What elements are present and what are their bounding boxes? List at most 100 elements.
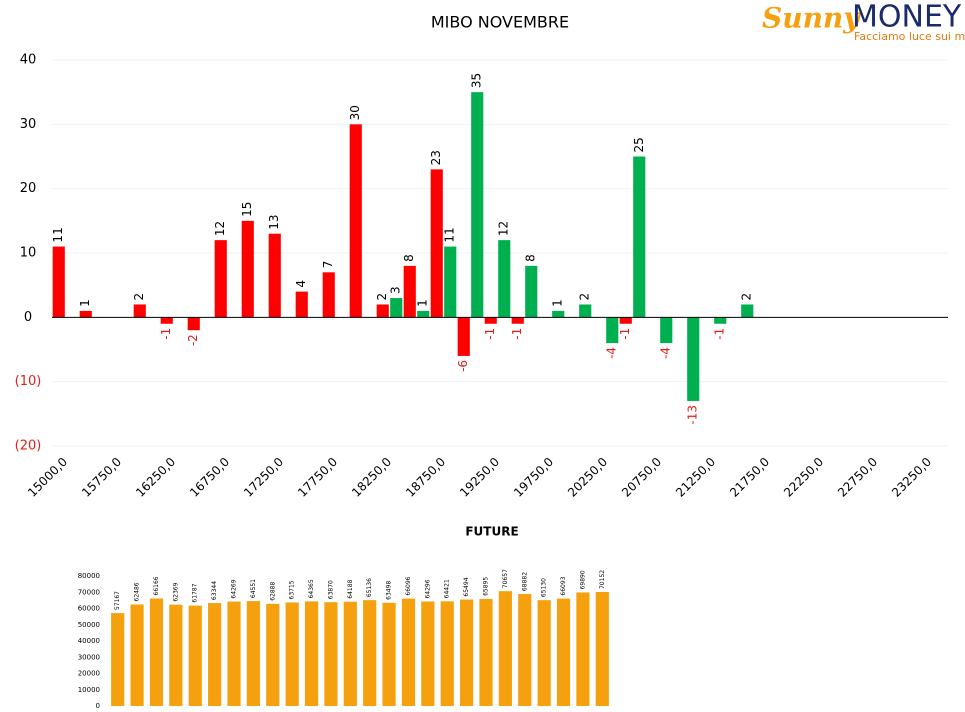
data-label: 2 [375, 293, 389, 301]
data-label: 64188 [347, 579, 354, 598]
data-label: -1 [159, 328, 173, 340]
bar [241, 220, 254, 318]
data-label: -1 [713, 328, 727, 340]
bar [304, 601, 319, 706]
bar [160, 317, 173, 324]
data-label: 63870 [327, 580, 334, 599]
bar [498, 240, 511, 318]
bar [537, 600, 551, 706]
bar [208, 603, 222, 706]
bar [595, 592, 609, 706]
bar [479, 598, 493, 706]
data-label: 68882 [521, 572, 528, 591]
data-label: 12 [497, 221, 511, 236]
data-label: 1 [416, 299, 430, 307]
data-label: 64421 [444, 579, 451, 598]
x-tick-label: 15750,0 [79, 455, 124, 500]
y-tick-label: (20) [15, 439, 42, 454]
bar [660, 317, 673, 344]
bar [460, 599, 474, 706]
data-label: 8 [402, 254, 416, 262]
bar [363, 600, 377, 706]
bar [266, 603, 280, 706]
data-label: -1 [618, 328, 632, 340]
bar [111, 613, 125, 706]
bar [324, 602, 338, 706]
data-label: -2 [186, 334, 200, 346]
bar [484, 317, 497, 324]
data-label: 64296 [424, 579, 431, 598]
bar [285, 602, 299, 706]
y-tick-label: 40 [20, 53, 37, 68]
bar [741, 304, 754, 318]
x-tick-label: 23250,0 [889, 455, 934, 500]
y-tick-label: 0 [96, 702, 100, 710]
data-label: -6 [456, 360, 470, 372]
bar [518, 594, 532, 706]
bar [149, 598, 164, 706]
x-tick-label: 16250,0 [133, 455, 178, 500]
bar [214, 240, 227, 318]
data-label: 35 [470, 73, 484, 88]
bar [687, 317, 700, 401]
data-label: 64551 [250, 579, 257, 598]
logo-brand: Sunny [762, 2, 861, 35]
bar [349, 124, 362, 318]
data-label: 2 [132, 293, 146, 301]
data-label: 63498 [386, 581, 393, 600]
data-label: 23 [429, 150, 443, 165]
data-label: 2 [740, 293, 754, 301]
bar [579, 304, 592, 318]
bar [133, 304, 146, 318]
bar [227, 601, 241, 706]
logo: Sunny MONEY Facciamo luce sui mercati [762, 0, 965, 43]
data-label: 62369 [172, 582, 179, 601]
chart-title: FUTURE [465, 525, 518, 539]
data-label: 63715 [289, 580, 296, 599]
x-tick-label: 21250,0 [673, 455, 718, 500]
bar [376, 304, 389, 318]
data-label: 62888 [269, 582, 276, 601]
bar [79, 310, 92, 318]
y-tick-label: 10 [20, 246, 37, 261]
x-tick-label: 22750,0 [835, 455, 880, 500]
data-label: 11 [51, 227, 65, 242]
data-label: 15 [240, 202, 254, 217]
data-label: 66093 [560, 576, 567, 595]
bar [187, 317, 200, 331]
data-label: -13 [686, 405, 700, 425]
data-label: 57167 [114, 591, 121, 610]
y-tick-label: 30 [20, 117, 37, 132]
x-tick-label: 21750,0 [727, 455, 772, 500]
y-tick-label: 80000 [78, 572, 100, 580]
bar [390, 298, 403, 318]
data-label: -1 [483, 328, 497, 340]
bar [525, 265, 538, 318]
data-label: 8 [524, 254, 538, 262]
bar [130, 604, 144, 706]
data-label: 66166 [153, 576, 160, 595]
x-tick-label: 19750,0 [511, 455, 556, 500]
logo-tagline: Facciamo luce sui mercati [854, 30, 965, 43]
chart-title: MIBO NOVEMBRE [431, 13, 569, 32]
data-label: 13 [267, 214, 281, 229]
x-tick-label: 22250,0 [781, 455, 826, 500]
data-label: 2 [578, 293, 592, 301]
bar [457, 317, 470, 356]
bar [430, 169, 443, 318]
y-tick-label: 20000 [78, 670, 100, 678]
bar [52, 246, 65, 318]
data-label: 61787 [192, 583, 199, 602]
bar [246, 601, 260, 706]
bar [576, 592, 590, 706]
data-label: 65494 [463, 577, 470, 596]
y-tick-label: 20 [20, 181, 37, 196]
y-tick-label: 0 [24, 310, 32, 325]
bar [444, 246, 457, 318]
bar [498, 591, 512, 706]
data-label: 25 [632, 137, 646, 152]
bar [619, 317, 632, 324]
data-label: 7 [321, 261, 335, 269]
data-label: 64269 [231, 579, 238, 598]
